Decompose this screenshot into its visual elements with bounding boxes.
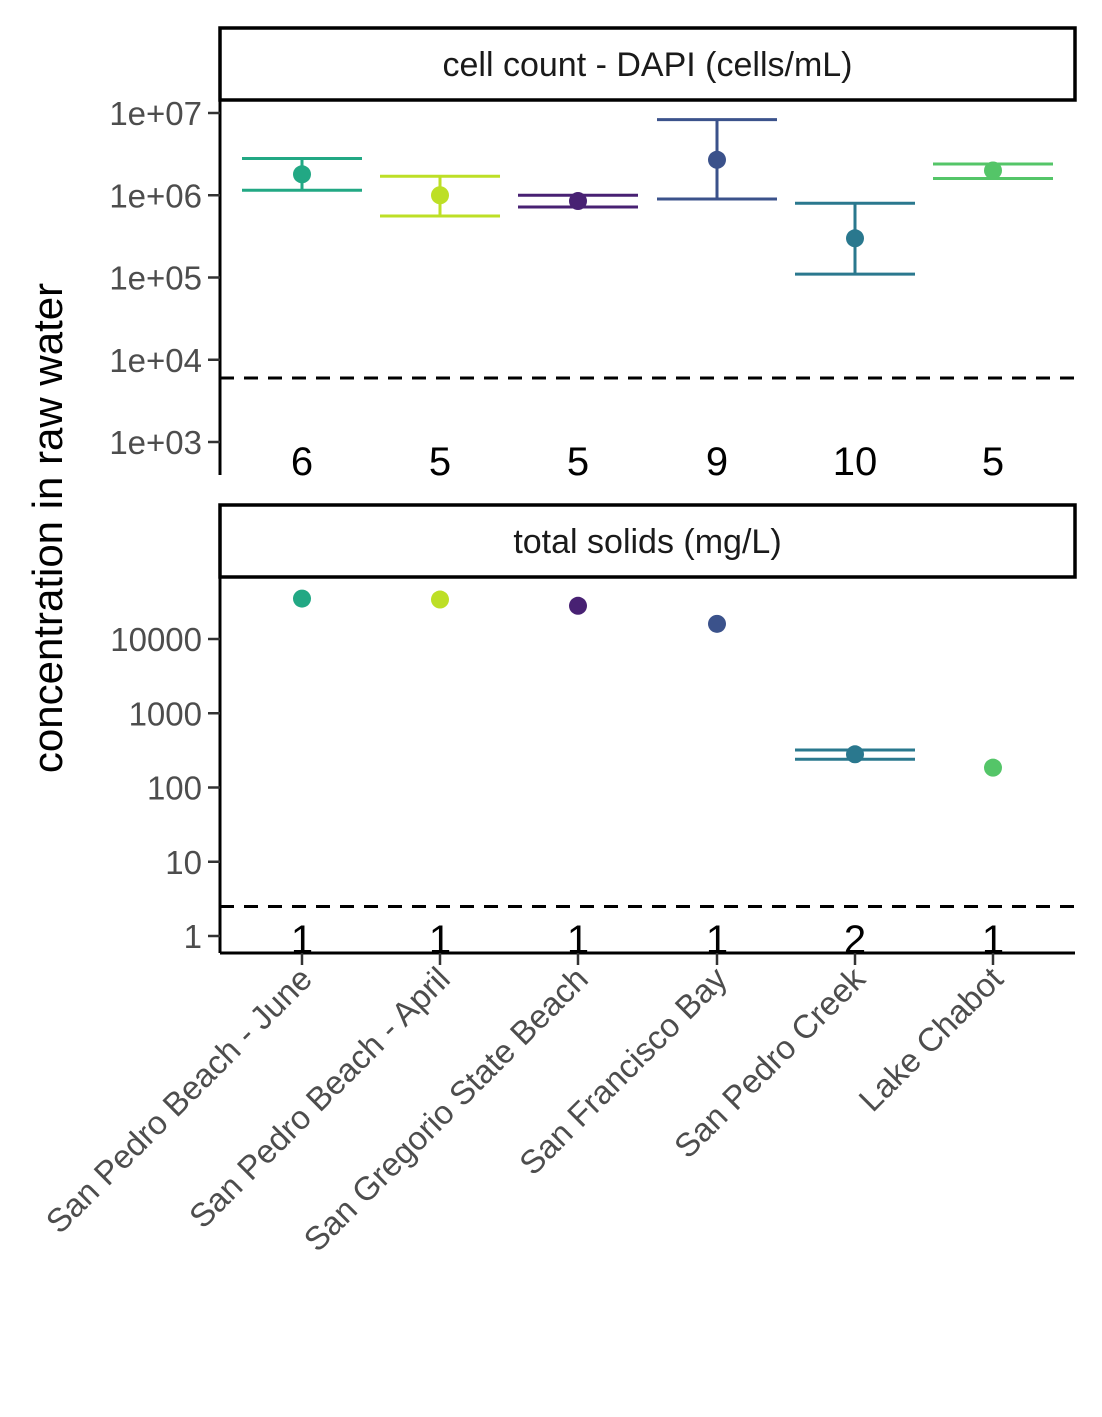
facet-title: total solids (mg/L)	[513, 523, 781, 561]
sample-count-label: 5	[429, 440, 451, 484]
data-point	[846, 745, 864, 764]
x-category-label: San Pedro Beach - June	[39, 960, 319, 1240]
sample-count-label: 1	[706, 918, 728, 962]
data-point	[431, 186, 449, 205]
data-point	[569, 192, 587, 211]
sample-count-label: 5	[982, 440, 1004, 484]
facet-title: cell count - DAPI (cells/mL)	[443, 46, 853, 84]
data-point	[431, 590, 449, 609]
y-tick-label: 1e+06	[109, 177, 202, 214]
sample-count-label: 1	[429, 918, 451, 962]
sample-count-label: 1	[567, 918, 589, 962]
sample-count-label: 10	[833, 440, 878, 484]
facet-strip	[218, 503, 1077, 579]
data-point	[293, 165, 311, 184]
sample-count-label: 1	[291, 918, 313, 962]
data-point	[984, 161, 1002, 180]
facet-strip	[218, 26, 1077, 102]
y-tick-label: 1000	[129, 695, 202, 732]
y-tick-label: 100	[147, 770, 202, 807]
sample-count-label: 1	[982, 918, 1004, 962]
sample-count-label: 6	[291, 440, 313, 484]
data-point	[846, 229, 864, 248]
data-point	[569, 596, 587, 615]
sample-count-label: 5	[567, 440, 589, 484]
x-category-label: San Gregorio State Beach	[296, 960, 595, 1259]
x-category-label: San Pedro Beach - April	[182, 960, 457, 1235]
y-tick-label: 10	[165, 844, 202, 881]
y-tick-label: 1e+05	[109, 260, 202, 297]
y-tick-label: 10000	[110, 621, 202, 658]
data-point	[293, 589, 311, 608]
y-tick-label: 1e+04	[109, 342, 202, 379]
x-category-label: Lake Chabot	[851, 960, 1009, 1118]
data-point	[708, 614, 726, 633]
sample-count-label: 2	[844, 918, 866, 962]
data-point	[984, 758, 1002, 777]
y-tick-label: 1	[184, 918, 202, 955]
y-tick-label: 1e+03	[109, 424, 202, 461]
y-axis-title: concentration in raw water	[24, 283, 71, 773]
y-tick-label: 1e+07	[109, 95, 202, 132]
data-point	[708, 150, 726, 169]
sample-count-label: 9	[706, 440, 728, 484]
